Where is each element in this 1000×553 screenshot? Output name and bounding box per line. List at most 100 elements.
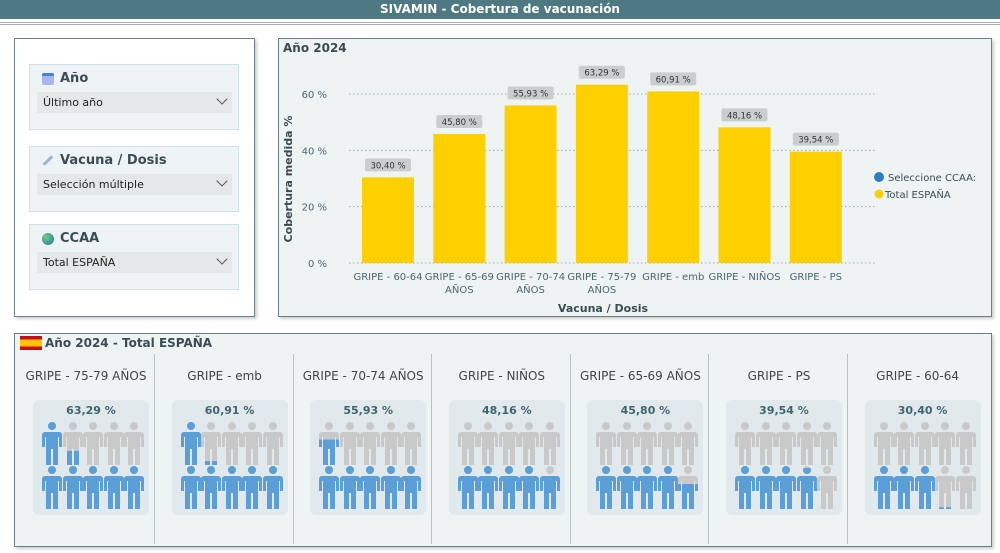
card-percentage: 45,80 % — [620, 404, 671, 417]
person-icon — [262, 466, 283, 509]
pictogram: 30,40 % — [864, 400, 981, 515]
y-tick-label: 60 % — [302, 90, 327, 101]
person-icon — [201, 422, 222, 465]
person-icon — [42, 422, 62, 465]
divider — [708, 354, 710, 544]
person-icon — [755, 466, 776, 509]
coverage-card: GRIPE - PS 39,54 % — [710, 354, 848, 544]
data-label: 48,16 % — [727, 111, 762, 121]
card-percentage: 48,16 % — [481, 404, 532, 417]
person-icon — [478, 422, 499, 465]
bar[interactable] — [362, 177, 414, 263]
syringe-icon — [42, 155, 54, 166]
card-label: GRIPE - 75-79 AÑOS — [25, 369, 147, 383]
person-icon — [319, 466, 340, 509]
card-label: GRIPE - emb — [187, 369, 262, 383]
dropdown-value: Último año — [43, 96, 103, 109]
person-icon — [539, 466, 560, 509]
x-tick-label: GRIPE - 60-64 — [353, 272, 422, 283]
spain-flag-icon — [20, 336, 42, 350]
y-tick-label: 0 % — [308, 259, 327, 270]
person-icon — [539, 422, 560, 465]
person-icon — [817, 466, 837, 509]
slicer-year: Año Último año — [29, 64, 239, 130]
legend-title: Seleccione CCAA: — [888, 173, 976, 184]
bar[interactable] — [575, 84, 628, 263]
person-icon — [360, 466, 381, 509]
data-label: 55,93 % — [513, 89, 548, 99]
person-icon — [817, 422, 837, 465]
x-tick-label: GRIPE - 65-69 AÑOS — [425, 272, 494, 296]
person-icon — [776, 466, 796, 509]
legend-item[interactable]: Total ESPAÑA — [884, 188, 951, 201]
card-label: GRIPE - PS — [747, 369, 811, 383]
person-icon — [103, 466, 124, 509]
card-label: GRIPE - 65-69 AÑOS — [579, 369, 701, 383]
divider — [154, 354, 155, 544]
dropdown-value: Selección múltiple — [43, 178, 144, 191]
filters-panel: Año Último año Vacuna / Dosis Selección … — [14, 38, 255, 317]
year-dropdown[interactable]: Último año — [37, 92, 232, 113]
card-percentage: 63,29 % — [66, 404, 116, 417]
person-icon — [380, 422, 401, 465]
header-divider — [0, 22, 1000, 25]
card-percentage: 39,54 % — [759, 404, 809, 417]
coverage-card: GRIPE - 60-64 30,40 % — [849, 354, 987, 544]
bar-chart: 0 % 20 % 40 % 60 % Cobertura medida % Vacuna … — [282, 65, 976, 315]
divider — [292, 354, 294, 544]
person-icon — [478, 466, 499, 509]
x-tick-label: GRIPE - NIÑOS — [708, 270, 780, 283]
coverage-card: GRIPE - 70-74 AÑOS 55,93 % — [294, 354, 433, 544]
person-icon — [498, 422, 519, 465]
chart-panel: Año 2024 0 % 20 % 40 % 60 % Cobertura medida… — [278, 38, 992, 317]
person-icon — [42, 466, 62, 509]
card-percentage: 55,93 % — [343, 404, 394, 417]
calendar-icon — [42, 72, 54, 85]
person-icon — [62, 466, 83, 509]
person-icon — [955, 466, 976, 509]
person-icon — [319, 422, 340, 465]
person-icon — [180, 466, 201, 509]
chart-title: Año 2024 — [283, 41, 347, 55]
bar[interactable] — [433, 133, 486, 263]
person-icon — [796, 466, 817, 509]
card-percentage: 30,40 % — [897, 404, 948, 417]
person-icon — [360, 422, 381, 465]
data-label: 39,54 % — [798, 136, 833, 146]
divider — [847, 354, 848, 544]
person-icon — [914, 422, 935, 465]
slicer-vaccine: Vacuna / Dosis Selección múltiple — [29, 146, 239, 212]
person-icon — [935, 466, 956, 509]
data-label-bg — [436, 114, 483, 128]
panel-title: Año 2024 - Total ESPAÑA — [45, 336, 213, 350]
person-icon — [873, 422, 894, 465]
ccaa-dropdown[interactable]: Total ESPAÑA — [37, 252, 232, 273]
coverage-cards-panel: Año 2024 - Total ESPAÑA GRIPE - 75-79 AÑ… — [14, 333, 992, 547]
person-icon — [755, 422, 776, 465]
person-icon — [657, 422, 678, 465]
person-icon — [124, 466, 144, 509]
card-percentage: 60,91 % — [204, 404, 255, 417]
data-label-bg — [792, 132, 839, 146]
person-icon — [62, 422, 83, 465]
data-label: 30,40 % — [370, 161, 405, 171]
bar[interactable] — [718, 127, 771, 263]
bar[interactable] — [789, 151, 842, 263]
vaccine-dropdown[interactable]: Selección múltiple — [37, 174, 232, 195]
x-tick-label: GRIPE - 70-74 AÑOS — [496, 272, 565, 296]
slicer-title: CCAA — [60, 231, 100, 246]
bar[interactable] — [647, 91, 700, 263]
card-label: GRIPE - 60-64 — [876, 369, 959, 383]
bar[interactable] — [504, 105, 557, 263]
person-icon — [657, 466, 678, 509]
slicer-title: Año — [60, 71, 89, 86]
person-icon — [519, 422, 540, 465]
globe-icon — [874, 172, 884, 182]
card-label: GRIPE - 70-74 AÑOS — [302, 369, 424, 383]
person-icon — [637, 466, 658, 509]
divider — [431, 354, 433, 544]
person-icon — [401, 422, 422, 465]
person-icon — [221, 466, 242, 509]
person-icon — [498, 466, 519, 509]
person-icon — [616, 466, 637, 509]
